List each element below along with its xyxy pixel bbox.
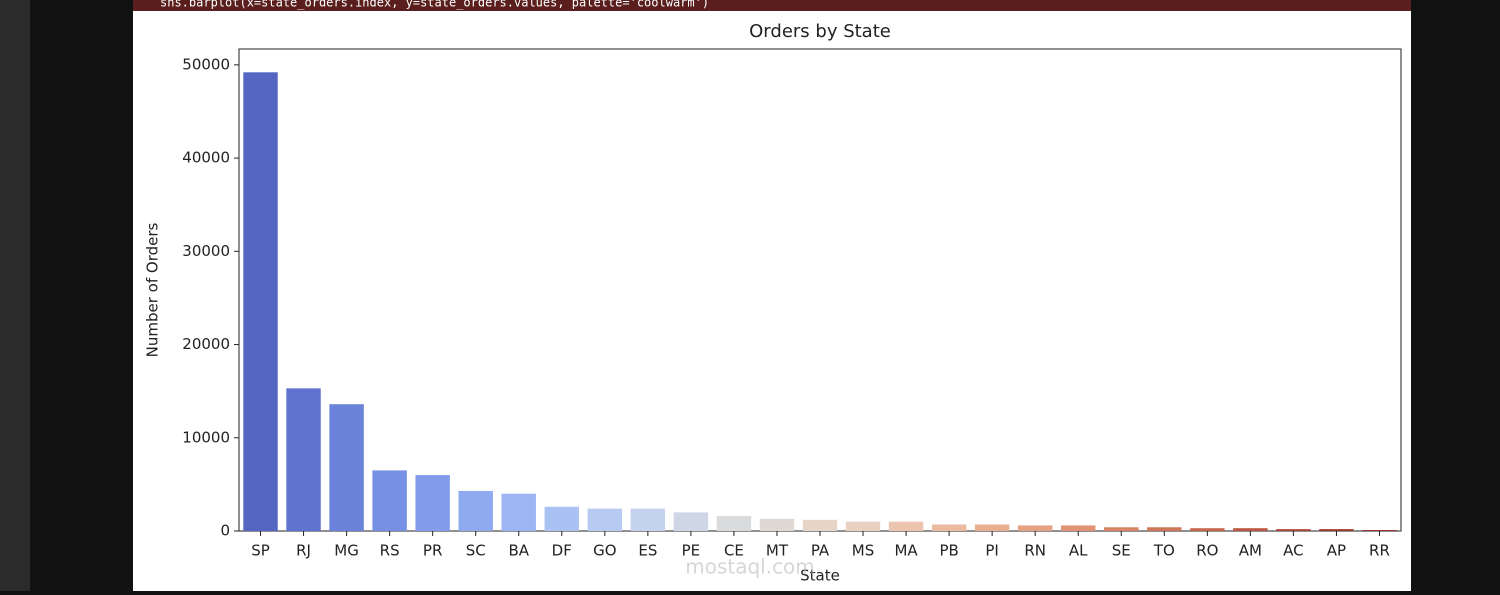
x-tick-label: AP <box>1327 542 1346 560</box>
y-tick-label: 40000 <box>182 149 230 167</box>
y-axis-label: Number of Orders <box>144 222 162 357</box>
x-tick-label: AC <box>1283 542 1303 560</box>
output-area <box>133 0 1411 591</box>
bar <box>759 518 795 531</box>
bar <box>415 475 450 531</box>
bar <box>243 72 278 531</box>
x-tick-label: AM <box>1239 542 1262 560</box>
x-tick-label: ES <box>638 542 657 560</box>
x-tick-label: SE <box>1112 542 1131 560</box>
bar <box>286 388 321 531</box>
bar <box>673 512 709 531</box>
bar <box>1147 527 1182 531</box>
bar <box>630 508 666 531</box>
y-tick-label: 20000 <box>182 335 230 353</box>
bar <box>716 516 752 531</box>
x-tick-label: MS <box>852 542 874 560</box>
bar <box>1233 528 1268 531</box>
bar <box>1061 525 1096 531</box>
x-tick-label: MA <box>894 542 918 560</box>
x-axis-label: State <box>800 567 840 585</box>
sidebar <box>0 0 30 591</box>
y-tick-label: 0 <box>220 522 230 540</box>
x-tick-label: PA <box>811 542 830 560</box>
x-tick-label: DF <box>552 542 572 560</box>
y-tick-label: 50000 <box>182 55 230 73</box>
x-tick-label: MG <box>334 542 359 560</box>
code-line: sns.barplot(x=state_orders.index, y=stat… <box>160 0 709 10</box>
x-tick-label: PR <box>423 542 442 560</box>
x-tick-label: RJ <box>296 542 311 560</box>
x-tick-label: PB <box>939 542 958 560</box>
bar <box>931 524 967 531</box>
x-tick-label: RO <box>1196 542 1218 560</box>
y-tick-label: 30000 <box>182 242 230 260</box>
bar <box>888 521 924 531</box>
bar <box>1319 529 1354 531</box>
chart-title: Orders by State <box>749 21 891 42</box>
x-tick-label: RN <box>1024 542 1046 560</box>
bar <box>1190 528 1225 531</box>
x-tick-label: TO <box>1153 542 1175 560</box>
bar <box>1017 525 1053 531</box>
x-tick-label: RS <box>380 542 400 560</box>
x-tick-label: SC <box>466 542 486 560</box>
bar <box>1276 529 1311 531</box>
watermark: mostaql.com <box>685 555 815 579</box>
bar <box>458 490 493 531</box>
x-tick-label: RR <box>1369 542 1390 560</box>
bar <box>587 508 623 531</box>
bar <box>329 404 364 531</box>
x-tick-label: SP <box>251 542 270 560</box>
x-tick-label: CE <box>724 542 744 560</box>
bar <box>544 506 579 531</box>
x-tick-label: PI <box>985 542 998 560</box>
code-strip <box>133 0 1411 11</box>
x-tick-label: BA <box>508 542 529 560</box>
bar <box>802 519 838 531</box>
bar <box>372 470 407 531</box>
x-tick-label: GO <box>593 542 616 560</box>
bar <box>1104 527 1139 531</box>
y-tick-label: 10000 <box>182 428 230 446</box>
bar <box>501 493 536 531</box>
x-tick-label: MT <box>766 542 789 560</box>
bar <box>974 524 1010 531</box>
bar <box>845 521 881 531</box>
bar <box>1362 530 1397 531</box>
x-tick-label: PE <box>682 542 701 560</box>
x-tick-label: AL <box>1069 542 1088 560</box>
